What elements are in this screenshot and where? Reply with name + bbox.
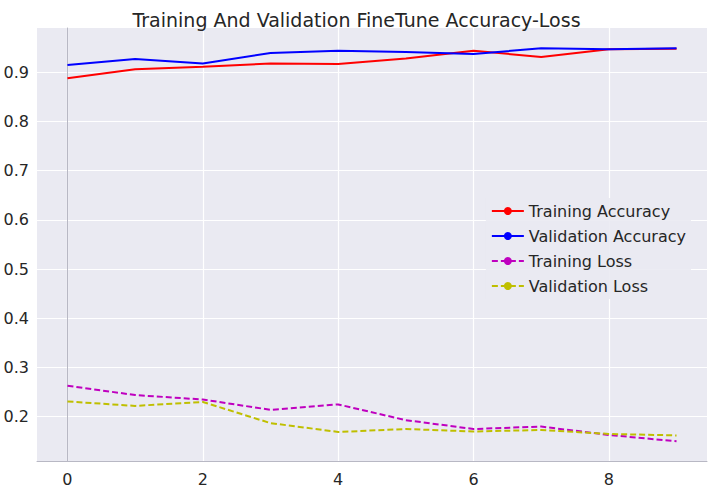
svg-text:0.8: 0.8 — [4, 112, 29, 131]
svg-text:Training Accuracy: Training Accuracy — [528, 202, 670, 221]
svg-text:0.7: 0.7 — [4, 161, 29, 180]
svg-text:0.5: 0.5 — [4, 260, 29, 279]
svg-text:6: 6 — [468, 470, 478, 489]
svg-text:4: 4 — [333, 470, 343, 489]
svg-text:0.9: 0.9 — [4, 63, 29, 82]
svg-text:Training Loss: Training Loss — [528, 252, 632, 271]
svg-text:Training And Validation FineTu: Training And Validation FineTune Accurac… — [131, 9, 580, 31]
svg-text:2: 2 — [198, 470, 208, 489]
svg-text:Validation Accuracy: Validation Accuracy — [529, 227, 686, 246]
svg-text:0.2: 0.2 — [4, 407, 29, 426]
svg-text:Validation Loss: Validation Loss — [529, 277, 648, 296]
svg-text:0: 0 — [62, 470, 72, 489]
svg-text:0.4: 0.4 — [4, 309, 29, 328]
svg-text:0.3: 0.3 — [4, 358, 29, 377]
svg-text:8: 8 — [604, 470, 614, 489]
svg-text:0.6: 0.6 — [4, 210, 29, 229]
